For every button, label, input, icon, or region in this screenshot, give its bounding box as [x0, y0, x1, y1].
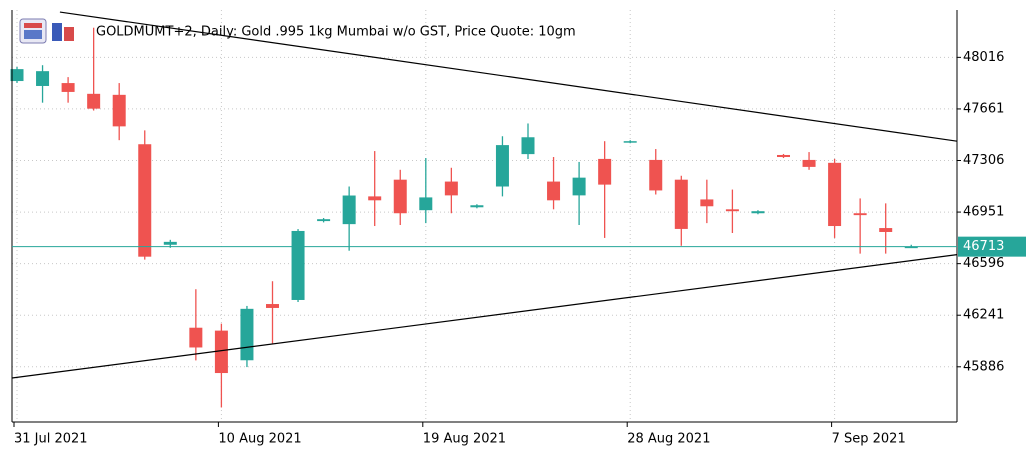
- candle-body: [777, 154, 790, 158]
- candle-body: [725, 209, 739, 212]
- candle-body: [36, 71, 50, 86]
- candle-body: [751, 211, 765, 214]
- y-tick-label: 47661: [963, 101, 1004, 116]
- candle-body: [828, 162, 842, 227]
- candle-body: [521, 137, 535, 155]
- x-tick-label: 10 Aug 2021: [218, 432, 301, 447]
- candle-body: [189, 327, 203, 348]
- trendline: [59, 11, 958, 142]
- candle-body: [598, 158, 612, 185]
- x-tick-label: 28 Aug 2021: [627, 432, 710, 447]
- candle-body: [419, 197, 433, 211]
- icon: [52, 23, 62, 41]
- toolbar-icons: [19, 18, 74, 44]
- candle-body: [112, 94, 126, 127]
- candle-body: [495, 145, 509, 187]
- y-tick-label: 45886: [963, 359, 1004, 374]
- candle-body: [368, 196, 382, 201]
- candle-body: [393, 179, 407, 214]
- candle-body: [470, 205, 484, 208]
- candle-body: [572, 177, 586, 196]
- x-tick-label: 7 Sep 2021: [832, 432, 906, 447]
- candle-body: [879, 228, 893, 232]
- last-price-box: [958, 236, 1026, 257]
- x-tick-label: 31 Jul 2021: [14, 432, 88, 447]
- y-tick-label: 46241: [963, 308, 1004, 323]
- candle-body: [853, 213, 867, 216]
- candle-body: [547, 181, 561, 201]
- candle-body: [649, 159, 663, 191]
- y-tick-label: 46596: [963, 256, 1004, 271]
- candle-body: [240, 308, 254, 361]
- candle-body: [266, 304, 279, 308]
- candle-body: [291, 230, 305, 300]
- candle-body: [802, 159, 816, 167]
- candle-body: [61, 83, 75, 92]
- marks: [10, 11, 958, 408]
- x-tick-label: 19 Aug 2021: [423, 432, 506, 447]
- candle-body: [87, 93, 101, 109]
- candle-body: [10, 69, 24, 82]
- candle-body: [444, 181, 458, 196]
- candle-body: [138, 144, 152, 257]
- y-tick-label: 48016: [963, 50, 1004, 65]
- last-price-label: 46713: [963, 239, 1004, 254]
- candle-body: [674, 179, 688, 229]
- candle-body: [163, 241, 177, 245]
- icon-part: [24, 23, 42, 28]
- candle-body: [623, 141, 637, 143]
- candle-body: [700, 199, 714, 207]
- candle-body: [904, 246, 918, 249]
- candle-body: [342, 195, 356, 225]
- trendline: [11, 254, 958, 379]
- y-tick-label: 47306: [963, 153, 1004, 168]
- y-tick-label: 46951: [963, 205, 1004, 220]
- candle-body: [214, 330, 228, 374]
- icon: [64, 27, 74, 41]
- chart-title: GOLDMUMT+2, Daily: Gold .995 1kg Mumbai …: [96, 25, 576, 40]
- candle-body: [317, 219, 331, 222]
- icon-part: [24, 30, 42, 39]
